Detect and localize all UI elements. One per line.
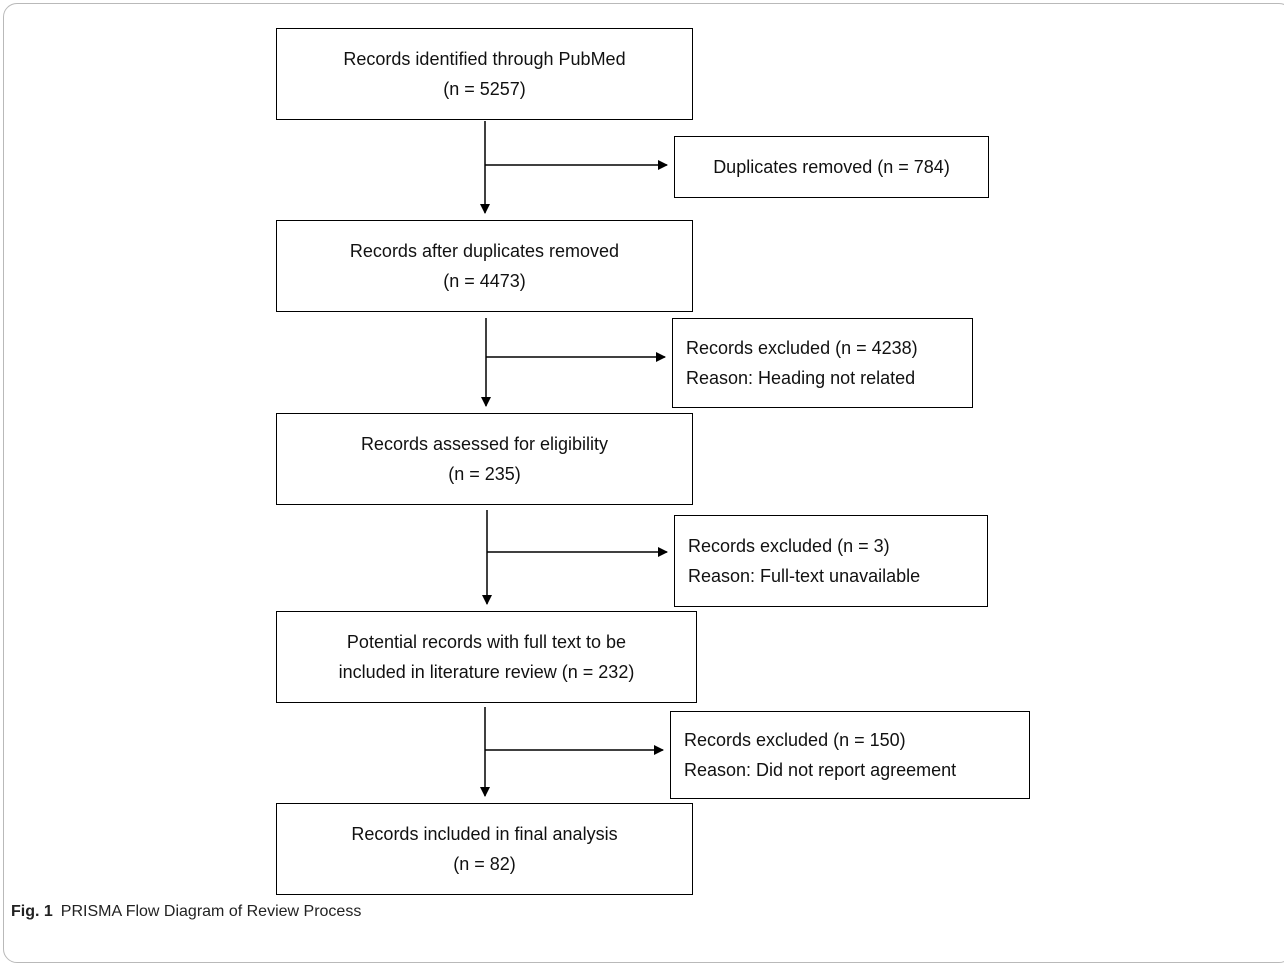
exclusion-heading-line-1: Records excluded (n = 4238) [686, 338, 918, 358]
step-final-analysis-line-1: Records included in final analysis [351, 824, 618, 844]
exclusion-full-text-line-1: Records excluded (n = 3) [688, 536, 890, 556]
exclusion-agreement-line-2: Reason: Did not report agreement [684, 760, 957, 780]
step-eligibility-box: Records assessed for eligibility (n = 23… [276, 413, 693, 505]
exclusion-agreement-box: Records excluded (n = 150) Reason: Did n… [670, 711, 1030, 799]
figure-caption: Fig. 1 PRISMA Flow Diagram of Review Proc… [11, 903, 361, 921]
exclusion-duplicates-box: Duplicates removed (n = 784) [674, 136, 989, 198]
figure-caption-text: PRISMA Flow Diagram of Review Process [60, 903, 362, 920]
figure-label: Fig. 1 [11, 903, 53, 920]
exclusion-heading-line-2: Reason: Heading not related [686, 368, 916, 388]
flow-connectors [480, 121, 668, 797]
exclusion-duplicates-line-1: Duplicates removed (n = 784) [713, 157, 950, 177]
step-identified-box: Records identified through PubMed (n = 5… [276, 28, 693, 120]
step-full-text-line-1: Potential records with full text to be [346, 632, 627, 652]
step-final-analysis-line-2: (n = 82) [453, 854, 516, 874]
exclusion-full-text-box: Records excluded (n = 3) Reason: Full-te… [674, 515, 988, 607]
step-eligibility-line-2: (n = 235) [448, 464, 521, 484]
step-eligibility-line-1: Records assessed for eligibility [360, 434, 609, 454]
step-full-text-box: Potential records with full text to be i… [276, 611, 697, 703]
exclusion-full-text-line-2: Reason: Full-text unavailable [688, 566, 921, 586]
exclusion-agreement-line-1: Records excluded (n = 150) [684, 730, 906, 750]
step-after-duplicates-line-2: (n = 4473) [443, 271, 526, 291]
step-final-analysis-box: Records included in final analysis (n = … [276, 803, 693, 895]
exclusion-heading-box: Records excluded (n = 4238) Reason: Head… [672, 318, 973, 408]
step-identified-line-1: Records identified through PubMed [343, 49, 626, 69]
step-after-duplicates-line-1: Records after duplicates removed [349, 241, 620, 261]
step-identified-line-2: (n = 5257) [443, 79, 526, 99]
step-after-duplicates-box: Records after duplicates removed (n = 44… [276, 220, 693, 312]
step-full-text-line-2: included in literature review (n = 232) [338, 662, 635, 682]
